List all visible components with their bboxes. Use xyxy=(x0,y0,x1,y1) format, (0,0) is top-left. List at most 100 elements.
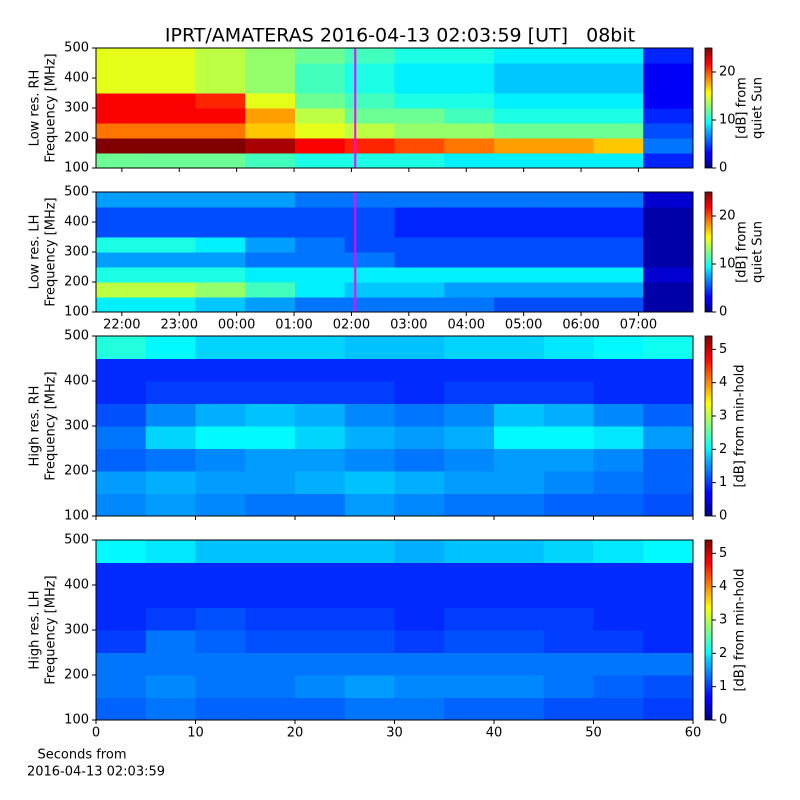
heatmap-cell xyxy=(295,123,346,139)
heatmap-cell xyxy=(145,93,196,109)
x-tick-label: 04:00 xyxy=(448,318,485,333)
heatmap-cell xyxy=(444,426,495,449)
heatmap-cell xyxy=(344,358,395,382)
y-tick-label: 200 xyxy=(64,275,89,290)
heatmap-cell xyxy=(245,652,296,676)
heatmap-cell xyxy=(295,426,346,449)
colorbar-tick-label: 0 xyxy=(719,713,727,728)
heatmap-cell xyxy=(295,652,346,676)
y-axis-label: Frequency [MHz] xyxy=(44,371,59,480)
heatmap-cell xyxy=(145,562,196,586)
heatmap-cell xyxy=(344,63,395,79)
heatmap-cell xyxy=(344,471,395,494)
heatmap-cell xyxy=(295,252,346,268)
heatmap-cell xyxy=(543,585,594,608)
heatmap-cell xyxy=(245,403,296,427)
heatmap-cell xyxy=(344,123,395,139)
heatmap-cell xyxy=(245,138,296,154)
heatmap-cell xyxy=(543,192,594,208)
heatmap-cell xyxy=(593,123,644,139)
colorbar xyxy=(704,47,713,169)
y-tick-label: 500 xyxy=(64,533,89,548)
heatmap-cell xyxy=(494,562,545,586)
heatmap-cell xyxy=(394,607,445,631)
heatmap-cell xyxy=(195,630,246,653)
heatmap-cell xyxy=(96,153,147,169)
heatmap-cell xyxy=(543,448,594,472)
heatmap-cell xyxy=(96,192,147,208)
heatmap-cell xyxy=(394,675,445,698)
y-axis-label: High res. LH xyxy=(28,590,43,669)
colorbar-tick-label: 3 xyxy=(719,409,727,424)
heatmap-cell xyxy=(344,192,395,208)
heatmap-cell xyxy=(593,222,644,238)
heatmap-cell xyxy=(245,78,296,94)
y-axis-label: Frequency [MHz] xyxy=(44,53,59,162)
heatmap-cell xyxy=(145,630,196,653)
heatmap-cell xyxy=(245,93,296,109)
heatmap-cell xyxy=(643,93,694,109)
heatmap-cell xyxy=(96,237,147,253)
heatmap-cell xyxy=(543,78,594,94)
heatmap-cell xyxy=(245,426,296,449)
heatmap-cell xyxy=(444,78,495,94)
heatmap-cell xyxy=(96,426,147,449)
colorbar-tick-label: 4 xyxy=(719,375,727,390)
heatmap-cell xyxy=(394,493,445,517)
heatmap-cell xyxy=(344,697,395,721)
heatmap-cell xyxy=(543,153,594,169)
heatmap-cell xyxy=(593,493,644,517)
heatmap-cell xyxy=(145,540,196,563)
heatmap-cell xyxy=(444,697,495,721)
heatmap-cell xyxy=(96,381,147,404)
heatmap-cell xyxy=(494,630,545,653)
heatmap-cell xyxy=(96,585,147,608)
x-tick-label: 20 xyxy=(287,726,304,741)
heatmap-cell xyxy=(295,358,346,382)
heatmap-cell xyxy=(195,607,246,631)
heatmap-cell xyxy=(195,192,246,208)
heatmap-cell xyxy=(245,585,296,608)
heatmap-cell xyxy=(344,448,395,472)
heatmap-cell xyxy=(145,282,196,298)
heatmap-cell xyxy=(394,123,445,139)
heatmap-cell xyxy=(494,381,545,404)
heatmap-cell xyxy=(96,652,147,676)
heatmap-cell xyxy=(643,138,694,154)
x-tick-label: 0 xyxy=(92,726,100,741)
heatmap-cell xyxy=(643,697,694,721)
colorbar-label: [dB] from xyxy=(735,77,750,139)
heatmap-cell xyxy=(245,630,296,653)
heatmap-cell xyxy=(543,267,594,283)
heatmap-cell xyxy=(643,192,694,208)
heatmap-cell xyxy=(344,48,395,64)
heatmap-cell xyxy=(643,336,694,359)
heatmap-cell xyxy=(494,48,545,64)
heatmap-cell xyxy=(145,48,196,64)
y-axis-label: Low res. LH xyxy=(28,215,43,290)
heatmap-cell xyxy=(543,675,594,698)
heatmap-cell xyxy=(643,123,694,139)
heatmap-cell xyxy=(195,207,246,223)
heatmap-cell xyxy=(593,652,644,676)
heatmap-cell xyxy=(245,697,296,721)
heatmap-cell xyxy=(344,297,395,313)
x-tick-label: 50 xyxy=(585,726,602,741)
heatmap-cell xyxy=(96,697,147,721)
heatmap-cell xyxy=(643,630,694,653)
colorbar-tick-label: 1 xyxy=(719,679,727,694)
heatmap-cell xyxy=(593,540,644,563)
heatmap-cell xyxy=(245,562,296,586)
colorbar-tick-label: 5 xyxy=(719,342,727,357)
heatmap-cell xyxy=(394,652,445,676)
heatmap-cell xyxy=(96,267,147,283)
heatmap-cell xyxy=(494,153,545,169)
heatmap-cell xyxy=(593,108,644,124)
heatmap-cell xyxy=(195,381,246,404)
heatmap-cell xyxy=(593,630,644,653)
heatmap-cell xyxy=(394,78,445,94)
heatmap-cell xyxy=(543,358,594,382)
heatmap-cell xyxy=(593,63,644,79)
y-tick-label: 100 xyxy=(64,305,89,320)
